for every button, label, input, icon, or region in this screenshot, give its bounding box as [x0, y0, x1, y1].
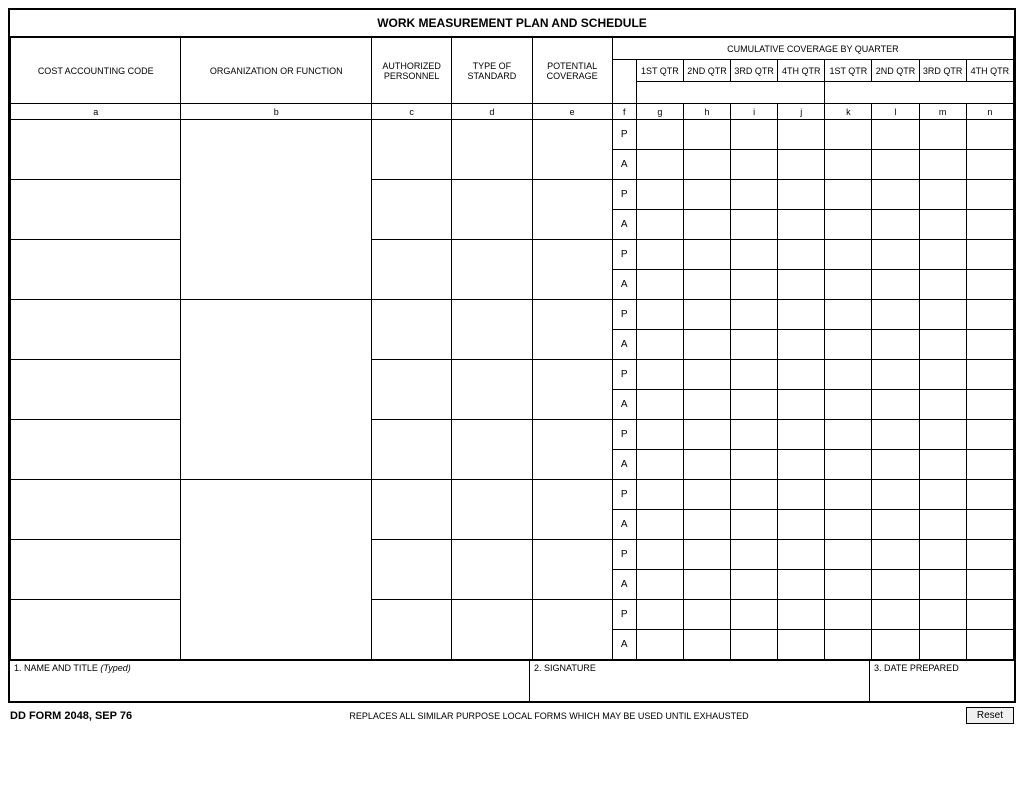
letter-d: d — [452, 104, 532, 120]
year-underline-2 — [825, 82, 1014, 104]
col-potential: POTENTIAL COVERAGE — [532, 38, 612, 104]
col-cumulative: CUMULATIVE COVERAGE BY QUARTER — [612, 38, 1013, 60]
sig-typed: (Typed) — [100, 663, 130, 673]
col-organization: ORGANIZATION OR FUNCTION — [181, 38, 372, 104]
col-q1a: 1ST QTR — [636, 60, 683, 82]
col-q2b: 2ND QTR — [872, 60, 919, 82]
cell-m[interactable] — [919, 120, 966, 150]
col-q3b: 3RD QTR — [919, 60, 966, 82]
cell-h[interactable] — [683, 120, 730, 150]
col-q3a: 3RD QTR — [731, 60, 778, 82]
year-underline-1 — [636, 82, 825, 104]
table-row: P — [11, 300, 1014, 330]
letter-b: b — [181, 104, 372, 120]
form-container: WORK MEASUREMENT PLAN AND SCHEDULE COST … — [8, 8, 1016, 703]
main-table: COST ACCOUNTING CODE ORGANIZATION OR FUN… — [10, 37, 1014, 660]
cell-n[interactable] — [966, 120, 1013, 150]
table-row: P — [11, 600, 1014, 630]
sig-name-title[interactable]: 1. NAME AND TITLE (Typed) — [10, 661, 530, 701]
cell-a-label: A — [612, 150, 636, 180]
letter-e: e — [532, 104, 612, 120]
header-row-1: COST ACCOUNTING CODE ORGANIZATION OR FUN… — [11, 38, 1014, 60]
cell-e[interactable] — [532, 120, 612, 180]
letter-g: g — [636, 104, 683, 120]
sig-signature-label: 2. SIGNATURE — [534, 663, 596, 673]
cell-a[interactable] — [11, 120, 181, 180]
reset-button[interactable]: Reset — [966, 707, 1014, 724]
letter-row: a b c d e f g h i j k l m n — [11, 104, 1014, 120]
col-type-standard: TYPE OF STANDARD — [452, 38, 532, 104]
col-q4a: 4TH QTR — [778, 60, 825, 82]
letter-i: i — [731, 104, 778, 120]
sig-date[interactable]: 3. DATE PREPARED — [870, 661, 1014, 701]
col-q4b: 4TH QTR — [966, 60, 1013, 82]
table-row: P — [11, 540, 1014, 570]
letter-m: m — [919, 104, 966, 120]
table-row: P — [11, 360, 1014, 390]
sig-signature[interactable]: 2. SIGNATURE — [530, 661, 870, 701]
letter-f: f — [612, 104, 636, 120]
col-q1b: 1ST QTR — [825, 60, 872, 82]
cell-j[interactable] — [778, 120, 825, 150]
table-row: P — [11, 240, 1014, 270]
table-row: P — [11, 420, 1014, 450]
cell-a[interactable] — [11, 180, 181, 240]
sig-name-label: 1. NAME AND TITLE — [14, 663, 98, 673]
col-cost-accounting: COST ACCOUNTING CODE — [11, 38, 181, 104]
signature-section: 1. NAME AND TITLE (Typed) 2. SIGNATURE 3… — [10, 660, 1014, 701]
letter-a: a — [11, 104, 181, 120]
col-q2a: 2ND QTR — [683, 60, 730, 82]
letter-l: l — [872, 104, 919, 120]
cell-k[interactable] — [825, 120, 872, 150]
footer: DD FORM 2048, SEP 76 REPLACES ALL SIMILA… — [8, 703, 1016, 724]
letter-n: n — [966, 104, 1013, 120]
letter-k: k — [825, 104, 872, 120]
letter-j: j — [778, 104, 825, 120]
col-f-blank — [612, 60, 636, 104]
cell-g[interactable] — [636, 120, 683, 150]
table-row: P — [11, 480, 1014, 510]
footer-note: REPLACES ALL SIMILAR PURPOSE LOCAL FORMS… — [132, 711, 966, 721]
cell-c[interactable] — [372, 120, 452, 180]
cell-l[interactable] — [872, 120, 919, 150]
table-row: P — [11, 120, 1014, 150]
sig-date-label: 3. DATE PREPARED — [874, 663, 959, 673]
cell-p: P — [612, 120, 636, 150]
cell-i[interactable] — [731, 120, 778, 150]
letter-h: h — [683, 104, 730, 120]
form-id: DD FORM 2048, SEP 76 — [10, 710, 132, 722]
table-row: P — [11, 180, 1014, 210]
cell-b[interactable] — [181, 120, 372, 300]
form-title: WORK MEASUREMENT PLAN AND SCHEDULE — [10, 10, 1014, 37]
cell-d[interactable] — [452, 120, 532, 180]
col-authorized: AUTHORIZED PERSONNEL — [372, 38, 452, 104]
letter-c: c — [372, 104, 452, 120]
